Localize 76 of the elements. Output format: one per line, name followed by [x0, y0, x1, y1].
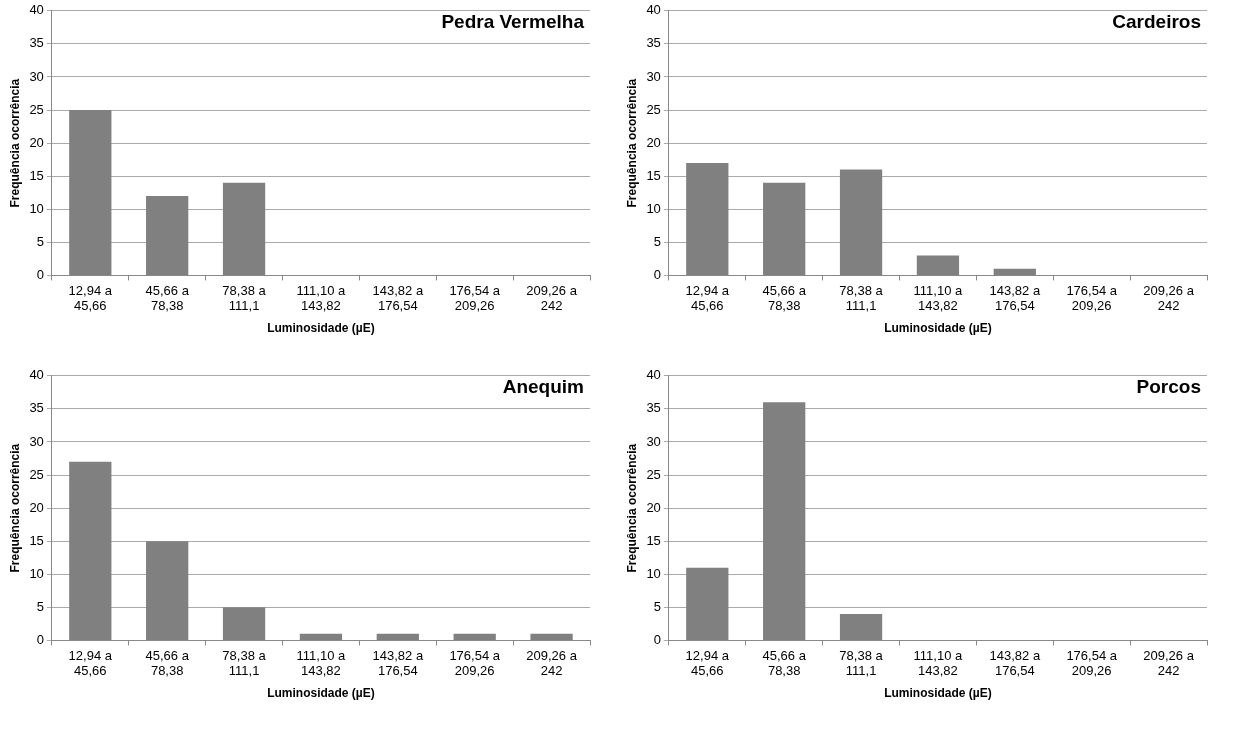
y-tick-label: 40 [646, 2, 661, 18]
x-tick-label: 111,10 a 143,82 [296, 647, 347, 679]
x-tick-label: 176,54 a 209,26 [449, 647, 501, 679]
y-tick-label: 35 [646, 400, 661, 416]
x-tick-label: 12,94 a 45,66 [685, 282, 730, 314]
y-tick-label: 10 [29, 200, 44, 216]
y-axis-title: Frequência ocorrência [7, 443, 22, 573]
y-tick-label: 10 [646, 565, 661, 581]
y-tick-label: 40 [29, 2, 44, 18]
chart-title: Porcos [1136, 375, 1201, 397]
x-axis-title: Luminosidade (µE) [884, 686, 992, 701]
chart-title: Anequim [502, 375, 584, 397]
chart-title: Pedra Vermelha [441, 10, 585, 32]
y-tick-label: 5 [36, 233, 44, 249]
x-tick-label: 209,26 a 242 [1143, 282, 1195, 314]
x-tick-label: 12,94 a 45,66 [68, 282, 113, 314]
y-axis-title: Frequência ocorrência [7, 78, 22, 208]
x-tick-label: 111,10 a 143,82 [296, 282, 347, 314]
x-tick-label: 209,26 a 242 [1143, 647, 1195, 679]
y-tick-label: 30 [646, 68, 661, 84]
chart-title: Cardeiros [1112, 10, 1201, 32]
y-tick-label: 25 [29, 101, 44, 117]
y-tick-label: 25 [29, 466, 44, 482]
x-tick-label: 45,66 a 78,38 [762, 647, 807, 679]
y-tick-label: 0 [36, 631, 44, 647]
x-tick-label: 143,82 a 176,54 [989, 647, 1041, 679]
x-axis-title: Luminosidade (µE) [884, 321, 992, 336]
x-tick-label: 176,54 a 209,26 [1066, 647, 1118, 679]
y-tick-label: 20 [646, 499, 661, 515]
x-tick-label: 45,66 a 78,38 [145, 282, 190, 314]
y-tick-label: 30 [646, 433, 661, 449]
x-tick-label: 111,10 a 143,82 [913, 282, 964, 314]
x-tick-label: 12,94 a 45,66 [685, 647, 730, 679]
y-tick-label: 20 [646, 134, 661, 150]
x-tick-label: 209,26 a 242 [526, 647, 578, 679]
y-tick-label: 35 [29, 35, 44, 51]
x-tick-label: 78,38 a 111,1 [222, 282, 267, 314]
y-tick-label: 0 [36, 266, 44, 282]
x-tick-label: 176,54 a 209,26 [449, 282, 501, 314]
x-tick-label: 143,82 a 176,54 [989, 282, 1041, 314]
x-axis-title: Luminosidade (µE) [267, 686, 375, 701]
y-tick-label: 5 [653, 598, 661, 614]
y-tick-label: 20 [29, 499, 44, 515]
x-tick-label: 209,26 a 242 [526, 282, 578, 314]
y-tick-label: 0 [653, 266, 661, 282]
x-axis-title: Luminosidade (µE) [267, 321, 375, 336]
x-tick-label: 143,82 a 176,54 [372, 647, 424, 679]
y-axis-title: Frequência ocorrência [624, 78, 639, 208]
y-axis-title: Frequência ocorrência [624, 443, 639, 573]
x-tick-label: 45,66 a 78,38 [145, 647, 190, 679]
y-tick-label: 25 [646, 101, 661, 117]
y-tick-label: 15 [29, 167, 44, 183]
y-tick-label: 15 [646, 167, 661, 183]
y-tick-label: 5 [653, 233, 661, 249]
y-tick-label: 10 [29, 565, 44, 581]
x-tick-label: 111,10 a 143,82 [913, 647, 964, 679]
y-tick-label: 15 [646, 532, 661, 548]
y-tick-label: 40 [646, 367, 661, 383]
y-tick-label: 25 [646, 466, 661, 482]
x-tick-label: 176,54 a 209,26 [1066, 282, 1118, 314]
x-tick-label: 143,82 a 176,54 [372, 282, 424, 314]
y-tick-label: 40 [29, 367, 44, 383]
y-tick-label: 20 [29, 134, 44, 150]
x-tick-label: 78,38 a 111,1 [839, 647, 884, 679]
y-tick-label: 30 [29, 68, 44, 84]
x-tick-label: 45,66 a 78,38 [762, 282, 807, 314]
x-tick-label: 12,94 a 45,66 [68, 647, 113, 679]
y-tick-label: 10 [646, 200, 661, 216]
y-tick-label: 35 [646, 35, 661, 51]
x-tick-label: 78,38 a 111,1 [222, 647, 267, 679]
y-tick-label: 35 [29, 400, 44, 416]
y-tick-label: 15 [29, 532, 44, 548]
x-tick-label: 78,38 a 111,1 [839, 282, 884, 314]
y-tick-label: 5 [36, 598, 44, 614]
y-tick-label: 0 [653, 631, 661, 647]
y-tick-label: 30 [29, 433, 44, 449]
